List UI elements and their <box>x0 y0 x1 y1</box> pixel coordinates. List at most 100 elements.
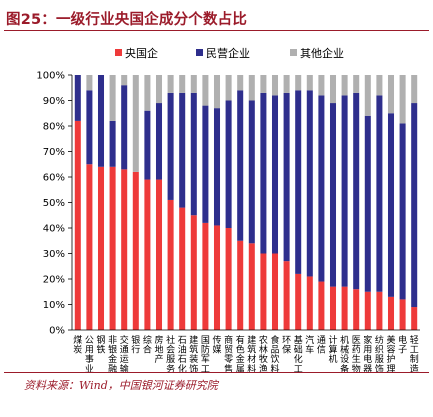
bar-segment <box>295 75 302 91</box>
x-tick-label: 美容护理 <box>386 334 395 372</box>
y-tick-label: 30% <box>43 249 65 260</box>
bar-segment <box>109 120 116 167</box>
bar-segment <box>167 92 174 200</box>
x-tick-label: 建筑材料 <box>247 334 256 372</box>
bar-segment <box>376 75 383 96</box>
legend-label: 央国企 <box>125 46 158 60</box>
x-tick-label: 建筑装饰 <box>189 334 198 372</box>
bar-segment <box>364 115 371 292</box>
bar-segment <box>306 276 313 330</box>
x-tick-label: 计算机 <box>328 334 337 365</box>
x-tick-label: 轻工制造 <box>410 334 419 372</box>
x-tick-label: 房地产 <box>154 334 163 365</box>
bar-segment <box>341 286 348 330</box>
x-tick-label: 电子 <box>398 334 407 356</box>
title-divider <box>4 30 429 31</box>
bar-segment <box>74 120 81 331</box>
x-tick-label: 医药生物 <box>352 335 361 372</box>
bar-segment <box>364 291 371 330</box>
bar-segment <box>260 253 267 330</box>
bar-segment <box>376 291 383 330</box>
y-tick-label: 90% <box>43 96 65 107</box>
bar-segment <box>132 171 139 330</box>
bar-segment <box>341 75 348 96</box>
bar-segment <box>318 281 325 330</box>
y-tick-label: 10% <box>43 300 65 311</box>
bar-segment <box>353 92 360 290</box>
bar-series <box>74 75 418 331</box>
bar-segment <box>179 207 186 330</box>
bar-segment <box>155 179 163 330</box>
x-tick-label: 商贸零售 <box>224 334 233 372</box>
bar-segment <box>190 75 197 93</box>
bar-segment <box>225 75 232 101</box>
bar-segment <box>399 299 406 330</box>
bar-segment <box>97 75 105 167</box>
x-tick-label: 机械设备 <box>340 334 349 372</box>
x-tick-label: 钢铁 <box>96 334 105 356</box>
bar-segment <box>225 100 232 228</box>
y-axis: 0% 10% 20% 30% 40% 50% 60% 70% 80% 90% 100% <box>36 71 73 337</box>
bar-segment <box>179 92 186 208</box>
x-axis: 煤炭公用事业钢铁非银金融交通运输银行综合房地产社会服务石油石化建筑装饰国防军工传… <box>72 329 420 372</box>
bar-segment <box>121 169 128 330</box>
y-tick-label: 0% <box>49 326 65 337</box>
y-tick-label: 50% <box>43 198 65 209</box>
bar-segment <box>271 95 279 254</box>
bar-segment <box>387 296 395 330</box>
bar-segment <box>237 75 244 91</box>
bar-segment <box>295 273 302 330</box>
bar-segment <box>387 75 395 114</box>
bar-segment <box>155 75 163 104</box>
x-tick-label: 煤炭 <box>73 334 82 356</box>
bar-segment <box>121 85 128 170</box>
bar-segment <box>213 75 221 109</box>
bar-segment <box>283 75 290 93</box>
bar-segment <box>74 75 81 121</box>
bar-segment <box>399 123 406 300</box>
bar-segment <box>329 286 337 330</box>
bar-segment <box>86 90 93 165</box>
bar-segment <box>411 103 418 308</box>
bar-segment <box>271 75 279 96</box>
bar-segment <box>411 307 418 330</box>
bar-segment <box>121 75 128 86</box>
bar-segment <box>179 75 186 93</box>
bar-segment <box>295 90 302 274</box>
bar-segment <box>283 92 290 262</box>
bar-segment <box>237 240 244 330</box>
bar-segment <box>190 215 197 330</box>
x-tick-label: 综合 <box>143 334 152 356</box>
bar-segment <box>271 253 279 330</box>
bar-segment <box>237 90 244 241</box>
bar-segment <box>411 75 418 104</box>
bar-segment <box>86 164 93 330</box>
x-tick-label: 家用电器 <box>363 334 372 372</box>
y-tick-label: 100% <box>36 71 65 82</box>
x-tick-label: 食品饮料 <box>270 334 279 372</box>
x-tick-label: 有色金属 <box>236 334 245 372</box>
bar-segment <box>132 75 139 172</box>
bar-segment <box>353 75 360 93</box>
bar-segment <box>248 243 255 330</box>
bar-segment <box>318 95 325 282</box>
bar-segment <box>248 75 255 101</box>
chart-legend: 央国企 民营企业 其他企业 <box>115 46 344 60</box>
legend-label: 其他企业 <box>300 46 344 60</box>
bar-segment <box>387 113 395 297</box>
x-tick-label: 环保 <box>282 335 291 356</box>
y-tick-label: 40% <box>43 224 65 235</box>
figure-title: 图25：一级行业央国企成分个数占比 <box>6 12 248 28</box>
bar-segment <box>213 108 221 226</box>
source-note: 资料来源：Wind，中国银河证券研究院 <box>24 379 218 392</box>
bar-segment <box>329 75 337 104</box>
bar-segment <box>318 75 325 96</box>
legend-swatch <box>115 49 122 56</box>
bar-segment <box>399 75 406 124</box>
bar-segment <box>283 261 290 330</box>
bar-segment <box>144 179 151 330</box>
bar-segment <box>155 103 163 180</box>
x-tick-label: 纺织服饰 <box>375 334 384 372</box>
x-tick-label: 通信 <box>317 335 326 356</box>
bar-segment <box>260 92 267 254</box>
